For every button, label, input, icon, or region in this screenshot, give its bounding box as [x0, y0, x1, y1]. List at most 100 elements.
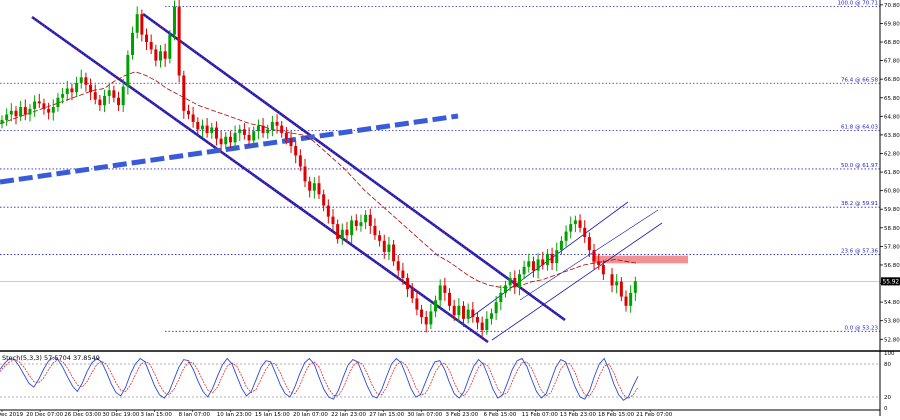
- candle-body: [75, 82, 79, 93]
- candle-body: [401, 270, 405, 278]
- candle-body: [121, 86, 125, 106]
- candle-body: [19, 107, 23, 117]
- candle-body: [443, 285, 447, 293]
- candle-body: [210, 127, 214, 134]
- candle-body: [624, 296, 628, 306]
- candle-body: [145, 34, 149, 43]
- candle-body: [270, 121, 274, 130]
- candle-body: [200, 125, 204, 130]
- candle-body: [256, 125, 260, 132]
- candle-body: [434, 300, 438, 312]
- time-tick-label: 8 Jan 07:00: [179, 412, 211, 416]
- price-tick-label: 69.80: [884, 21, 900, 27]
- candle-body: [415, 298, 419, 310]
- candle-body: [583, 227, 587, 238]
- candle-body: [79, 77, 83, 83]
- moving-average: [0, 71, 637, 288]
- candle-body: [317, 183, 321, 195]
- candle-body: [619, 281, 623, 297]
- time-tick-label: 10 Jan 23:00: [217, 412, 252, 416]
- price-tick-label: 58.80: [884, 226, 900, 232]
- fib-level-label: 38.2 @ 59.91: [841, 201, 878, 207]
- candle-body: [354, 220, 358, 226]
- candle-body: [37, 101, 41, 104]
- candle-body: [219, 138, 223, 145]
- candle-body: [331, 216, 335, 225]
- fib-level-label: 50.0 @ 61.97: [841, 163, 878, 169]
- oscillator-tick-label: 100: [884, 351, 895, 357]
- time-tick-label: 19 Dec 2019: [0, 412, 24, 416]
- stochastic-k-line: [0, 356, 639, 401]
- candle-body: [364, 214, 368, 223]
- candle-body: [429, 311, 433, 325]
- candle-body: [177, 6, 181, 76]
- fib-level-label: 76.4 @ 66.58: [841, 77, 878, 83]
- candle-body: [387, 244, 391, 252]
- price-tick-label: 67.80: [884, 59, 900, 65]
- candle-body: [457, 305, 461, 316]
- price-tick-label: 65.80: [884, 96, 900, 102]
- fib-level-label: 23.6 @ 57.36: [841, 249, 878, 255]
- channel-lower-line-dots: [31, 16, 489, 343]
- candle-body: [186, 110, 190, 115]
- candle-body: [214, 127, 218, 139]
- time-tick-label: 21 Feb 07:00: [636, 412, 673, 416]
- candle-body: [424, 316, 428, 325]
- candle-body: [233, 133, 237, 143]
- current-price-label: 55.92: [883, 280, 900, 286]
- candle-body: [117, 97, 121, 106]
- price-tick-label: 54.80: [884, 300, 900, 306]
- candle-body: [326, 205, 330, 217]
- price-tick-label: 53.80: [884, 319, 900, 325]
- candle-body: [252, 131, 256, 141]
- stochastic-d-line: [0, 359, 639, 400]
- candle-body: [545, 253, 549, 265]
- time-tick-label: 26 Dec 03:00: [64, 412, 101, 416]
- candle-body: [196, 121, 200, 130]
- candle-body: [480, 322, 484, 330]
- rising-channel-lower: [491, 222, 663, 341]
- candle-body: [462, 305, 466, 319]
- candle-body: [629, 292, 633, 306]
- candle-body: [559, 240, 563, 251]
- rising-trend-line: [0, 113, 459, 185]
- candle-body: [140, 14, 144, 35]
- candle-body: [47, 108, 51, 113]
- candle-body: [382, 240, 386, 252]
- candle-body: [159, 51, 162, 61]
- time-tick-label: 22 Jan 23:00: [331, 412, 366, 416]
- oscillator-tick-label: 80: [884, 362, 891, 368]
- candle-body: [135, 14, 139, 33]
- fib-level-label: 0.0 @ 53.23: [845, 325, 879, 331]
- candle-body: [615, 281, 619, 286]
- candle-body: [536, 259, 540, 271]
- fib-level-label: 61.8 @ 64.03: [841, 125, 878, 131]
- candle-body: [149, 42, 153, 50]
- candle-body: [573, 220, 577, 225]
- candle-body: [224, 136, 228, 145]
- candle-body: [508, 277, 512, 286]
- time-tick-label: 15 Jan 15:00: [255, 412, 290, 416]
- candle-body: [522, 266, 526, 275]
- candle-body: [5, 114, 9, 121]
- candle-body: [494, 302, 498, 314]
- time-tick-label: 27 Jan 15:00: [369, 412, 404, 416]
- price-tick-label: 60.80: [884, 189, 900, 195]
- candle-body: [578, 220, 582, 228]
- candlesticks: [0, 0, 637, 338]
- time-tick-label: 3 Jan 15:00: [141, 412, 173, 416]
- price-tick-label: 59.80: [884, 207, 900, 213]
- candle-body: [112, 90, 116, 98]
- candle-body: [499, 292, 503, 303]
- candle-body: [396, 261, 400, 271]
- oscillator-tick-label: 20: [884, 395, 891, 401]
- price-tick-label: 70.80: [884, 3, 900, 9]
- time-tick-label: 30 Jan 07:00: [407, 412, 442, 416]
- candle-body: [587, 237, 591, 251]
- candle-body: [420, 309, 424, 317]
- candle-body: [340, 229, 344, 239]
- candle-body: [23, 107, 27, 115]
- candle-body: [131, 32, 135, 56]
